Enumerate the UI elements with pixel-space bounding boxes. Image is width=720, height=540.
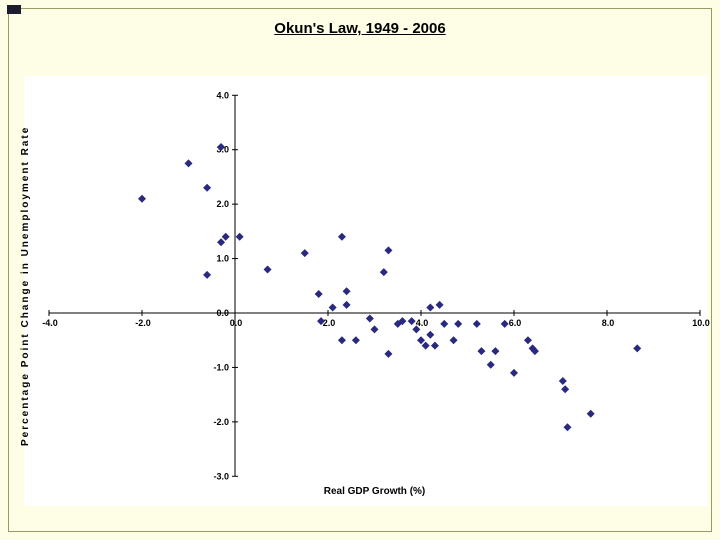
- data-point: [398, 317, 407, 326]
- data-point: [337, 232, 346, 241]
- data-point: [421, 341, 430, 350]
- data-point: [407, 317, 416, 326]
- data-point: [217, 238, 226, 247]
- data-point: [435, 300, 444, 309]
- data-point: [342, 287, 351, 296]
- y-tick-label: 2.0: [216, 199, 229, 209]
- data-point: [184, 159, 193, 168]
- data-point: [317, 317, 326, 326]
- data-point: [365, 314, 374, 323]
- data-point: [454, 319, 463, 328]
- data-point: [412, 325, 421, 334]
- data-point: [426, 330, 435, 339]
- x-tick-label: -4.0: [42, 318, 58, 328]
- data-point: [300, 249, 309, 258]
- x-tick-label: 0.0: [230, 318, 243, 328]
- y-tick-label: -3.0: [213, 471, 229, 481]
- data-point: [561, 385, 570, 394]
- y-tick-label: -2.0: [213, 417, 229, 427]
- data-point: [235, 232, 244, 241]
- data-point: [379, 268, 388, 277]
- x-tick-label: -2.0: [135, 318, 151, 328]
- data-point: [563, 423, 572, 432]
- data-point: [530, 347, 539, 356]
- data-point: [328, 303, 337, 312]
- data-point: [384, 349, 393, 358]
- corner-decoration: [7, 5, 21, 14]
- x-tick-label: 6.0: [509, 318, 522, 328]
- data-point: [138, 194, 146, 203]
- data-point: [486, 360, 495, 369]
- data-point: [221, 232, 230, 241]
- x-tick-label: 10.0: [692, 318, 710, 328]
- data-points: [138, 142, 642, 432]
- data-point: [314, 289, 323, 298]
- data-point: [586, 409, 595, 418]
- axes: [48, 94, 701, 477]
- x-tick-label: 2.0: [323, 318, 336, 328]
- data-point: [477, 347, 486, 356]
- y-tick-label: 0.0: [216, 308, 229, 318]
- data-point: [342, 300, 351, 309]
- data-point: [472, 319, 481, 328]
- y-tick-label: 1.0: [216, 254, 229, 264]
- data-point: [523, 336, 532, 345]
- y-tick-label: 3.0: [216, 145, 229, 155]
- x-tick-label: 4.0: [416, 318, 429, 328]
- data-point: [203, 270, 212, 279]
- data-point: [337, 336, 346, 345]
- data-point: [263, 265, 272, 274]
- data-point: [417, 336, 425, 345]
- data-point: [440, 319, 449, 328]
- chart-title: Okun's Law, 1949 - 2006: [274, 20, 446, 37]
- y-tick-label: -1.0: [213, 362, 229, 372]
- y-tick-label: 4.0: [216, 90, 229, 100]
- data-point: [203, 183, 212, 192]
- data-point: [633, 344, 642, 353]
- data-point: [351, 336, 360, 345]
- chart-area: [24, 76, 708, 506]
- data-point: [217, 142, 226, 151]
- data-point: [491, 347, 500, 356]
- data-point: [384, 246, 393, 255]
- tick-labels: 4.0 3.0 2.0 1.0 0.0 -1.0 -2.0 -3.0 -4.0 -2.0 0.0 2.…: [42, 90, 710, 481]
- x-axis-title: Real GDP Growth (%): [323, 486, 426, 497]
- data-point: [500, 319, 509, 328]
- y-axis-title: Percentage Point Change in Unemployment …: [20, 125, 31, 447]
- data-point: [426, 303, 435, 312]
- data-point: [510, 368, 518, 377]
- data-point: [370, 325, 379, 334]
- data-point: [558, 377, 567, 386]
- x-tick-label: 8.0: [602, 318, 615, 328]
- data-point: [430, 341, 439, 350]
- data-point: [449, 336, 458, 345]
